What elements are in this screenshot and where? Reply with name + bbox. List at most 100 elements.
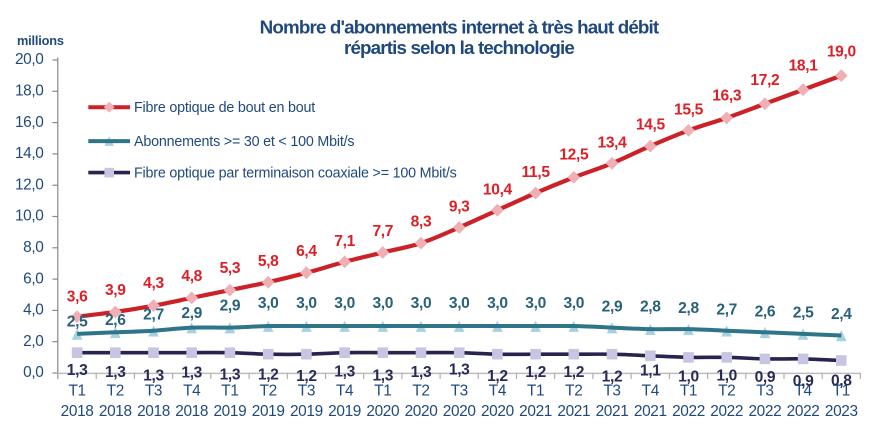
svg-text:T3: T3 — [603, 383, 620, 400]
svg-text:2018: 2018 — [99, 403, 132, 420]
svg-text:3,0: 3,0 — [411, 295, 432, 312]
svg-text:11,5: 11,5 — [522, 164, 551, 181]
svg-text:T4: T4 — [794, 383, 812, 400]
svg-text:2021: 2021 — [519, 403, 552, 420]
svg-text:7,7: 7,7 — [372, 223, 393, 240]
svg-text:20,0: 20,0 — [15, 51, 44, 68]
svg-text:T3: T3 — [298, 383, 315, 400]
svg-text:15,5: 15,5 — [674, 102, 704, 119]
svg-text:2,5: 2,5 — [793, 305, 814, 322]
svg-text:1,2: 1,2 — [602, 369, 623, 386]
svg-text:1,1: 1,1 — [640, 363, 661, 380]
svg-text:1,2: 1,2 — [525, 364, 546, 381]
svg-text:0,8: 0,8 — [831, 372, 852, 389]
svg-text:2023: 2023 — [825, 403, 858, 420]
svg-text:T1: T1 — [680, 383, 697, 400]
svg-text:3,9: 3,9 — [105, 282, 126, 299]
svg-text:2018: 2018 — [175, 403, 208, 420]
svg-text:8,0: 8,0 — [23, 239, 43, 256]
svg-text:3,0: 3,0 — [372, 295, 393, 312]
svg-text:12,0: 12,0 — [15, 176, 44, 193]
svg-text:2,0: 2,0 — [23, 333, 43, 350]
svg-text:2019: 2019 — [290, 403, 323, 420]
svg-text:T1: T1 — [68, 383, 85, 400]
svg-text:1,3: 1,3 — [67, 362, 88, 379]
svg-text:5,3: 5,3 — [220, 260, 241, 277]
svg-text:2,8: 2,8 — [640, 299, 661, 316]
svg-text:T3: T3 — [756, 383, 773, 400]
svg-text:0,9: 0,9 — [755, 369, 776, 386]
svg-text:1,2: 1,2 — [563, 364, 584, 381]
svg-text:T2: T2 — [718, 383, 735, 400]
svg-text:10,4: 10,4 — [483, 181, 513, 198]
svg-text:1,2: 1,2 — [296, 368, 317, 385]
svg-text:T1: T1 — [833, 383, 850, 400]
svg-text:2022: 2022 — [787, 403, 820, 420]
svg-text:2018: 2018 — [61, 403, 94, 420]
svg-text:18,1: 18,1 — [789, 58, 819, 75]
svg-text:14,5: 14,5 — [636, 117, 666, 134]
svg-text:1,3: 1,3 — [411, 364, 432, 381]
svg-text:T3: T3 — [145, 383, 162, 400]
svg-text:2,6: 2,6 — [105, 312, 126, 329]
svg-text:2019: 2019 — [252, 403, 285, 420]
svg-text:2020: 2020 — [481, 403, 514, 420]
svg-text:2,9: 2,9 — [220, 298, 241, 315]
svg-text:2020: 2020 — [405, 403, 438, 420]
svg-text:2,9: 2,9 — [602, 298, 623, 315]
svg-text:T1: T1 — [221, 383, 238, 400]
svg-text:T4: T4 — [489, 383, 507, 400]
svg-text:1,3: 1,3 — [143, 367, 164, 384]
svg-text:6,0: 6,0 — [23, 270, 43, 287]
svg-text:19,0: 19,0 — [827, 43, 857, 60]
svg-text:3,0: 3,0 — [334, 295, 355, 312]
svg-text:6,4: 6,4 — [296, 243, 317, 260]
svg-text:4,0: 4,0 — [23, 302, 43, 319]
svg-text:2,5: 2,5 — [67, 313, 88, 330]
svg-text:10,0: 10,0 — [15, 208, 44, 225]
svg-text:2020: 2020 — [443, 403, 476, 420]
svg-text:2020: 2020 — [366, 403, 399, 420]
svg-text:3,0: 3,0 — [525, 295, 546, 312]
svg-text:T2: T2 — [260, 383, 277, 400]
svg-text:T4: T4 — [183, 383, 201, 400]
svg-text:3,0: 3,0 — [563, 295, 584, 312]
svg-text:13,4: 13,4 — [598, 135, 628, 152]
svg-text:12,5: 12,5 — [559, 147, 589, 164]
svg-text:répartis selon la technologie: répartis selon la technologie — [344, 37, 574, 58]
svg-text:T2: T2 — [107, 383, 124, 400]
svg-text:1,2: 1,2 — [487, 368, 508, 385]
svg-text:T1: T1 — [374, 383, 391, 400]
svg-text:2022: 2022 — [710, 403, 743, 420]
svg-text:T4: T4 — [642, 383, 660, 400]
svg-text:T2: T2 — [565, 383, 582, 400]
svg-text:16,0: 16,0 — [15, 114, 44, 131]
svg-text:Fibre optique par terminaison: Fibre optique par terminaison coaxiale >… — [134, 165, 457, 181]
svg-text:T4: T4 — [336, 383, 354, 400]
svg-text:9,3: 9,3 — [449, 199, 470, 216]
svg-text:18,0: 18,0 — [15, 83, 44, 100]
svg-text:2019: 2019 — [213, 403, 246, 420]
svg-text:7,1: 7,1 — [334, 233, 355, 250]
svg-text:3,0: 3,0 — [449, 295, 470, 312]
svg-text:millions: millions — [17, 33, 64, 48]
svg-text:2019: 2019 — [328, 403, 361, 420]
svg-text:1,0: 1,0 — [716, 367, 737, 384]
svg-text:Abonnements >= 30 et < 100 Mbi: Abonnements >= 30 et < 100 Mbit/s — [134, 134, 354, 150]
svg-text:2,9: 2,9 — [181, 305, 202, 322]
svg-text:Fibre optique de bout en bout: Fibre optique de bout en bout — [134, 100, 315, 116]
svg-text:1,3: 1,3 — [181, 364, 202, 381]
svg-text:14,0: 14,0 — [15, 145, 44, 162]
svg-text:0,0: 0,0 — [23, 364, 43, 381]
svg-text:0,9: 0,9 — [793, 373, 814, 390]
svg-text:2018: 2018 — [137, 403, 170, 420]
svg-text:3,0: 3,0 — [258, 295, 279, 312]
svg-text:Nombre d'abonnements internet: Nombre d'abonnements internet à très hau… — [260, 17, 660, 38]
svg-text:2,4: 2,4 — [831, 306, 852, 323]
svg-text:2,8: 2,8 — [678, 300, 699, 317]
svg-text:T2: T2 — [412, 383, 429, 400]
svg-text:4,3: 4,3 — [143, 275, 164, 292]
svg-text:T1: T1 — [527, 383, 544, 400]
svg-text:1,3: 1,3 — [372, 367, 393, 384]
svg-text:3,0: 3,0 — [487, 295, 508, 312]
